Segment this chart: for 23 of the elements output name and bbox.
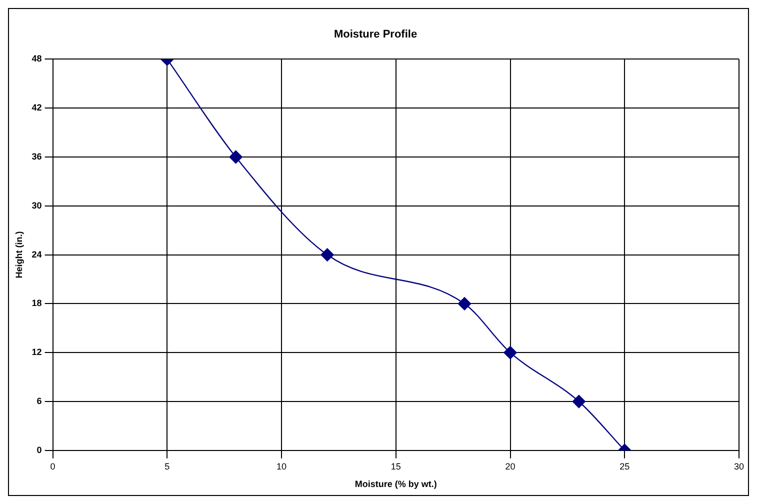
x-tick-label: 30	[734, 461, 744, 472]
y-axis-title: Height (in.)	[14, 231, 24, 278]
y-tick-label: 6	[36, 396, 42, 406]
x-axis-title: Moisture (% by wt.)	[354, 479, 437, 490]
y-tick-label: 24	[32, 249, 42, 260]
y-tick-label: 36	[32, 151, 42, 162]
y-tick-label: 48	[32, 54, 42, 64]
y-tick-label: 12	[32, 347, 42, 358]
y-tick-label: 30	[32, 200, 42, 210]
point	[572, 394, 586, 408]
x-tick-label: 5	[164, 461, 170, 472]
point	[458, 297, 472, 310]
point	[320, 248, 334, 262]
y-tick-label: 0	[36, 444, 42, 455]
y-tick-label: 42	[32, 102, 42, 113]
x-tick-label: 10	[276, 461, 287, 472]
x-tick-label: 15	[390, 461, 401, 472]
x-tick-label: 25	[620, 461, 630, 472]
point	[504, 346, 517, 360]
chart-title: Moisture Profile	[334, 28, 418, 41]
y-tick-label: 18	[32, 298, 42, 308]
x-tick-label: 0	[50, 461, 56, 472]
x-tick-label: 20	[505, 461, 516, 472]
